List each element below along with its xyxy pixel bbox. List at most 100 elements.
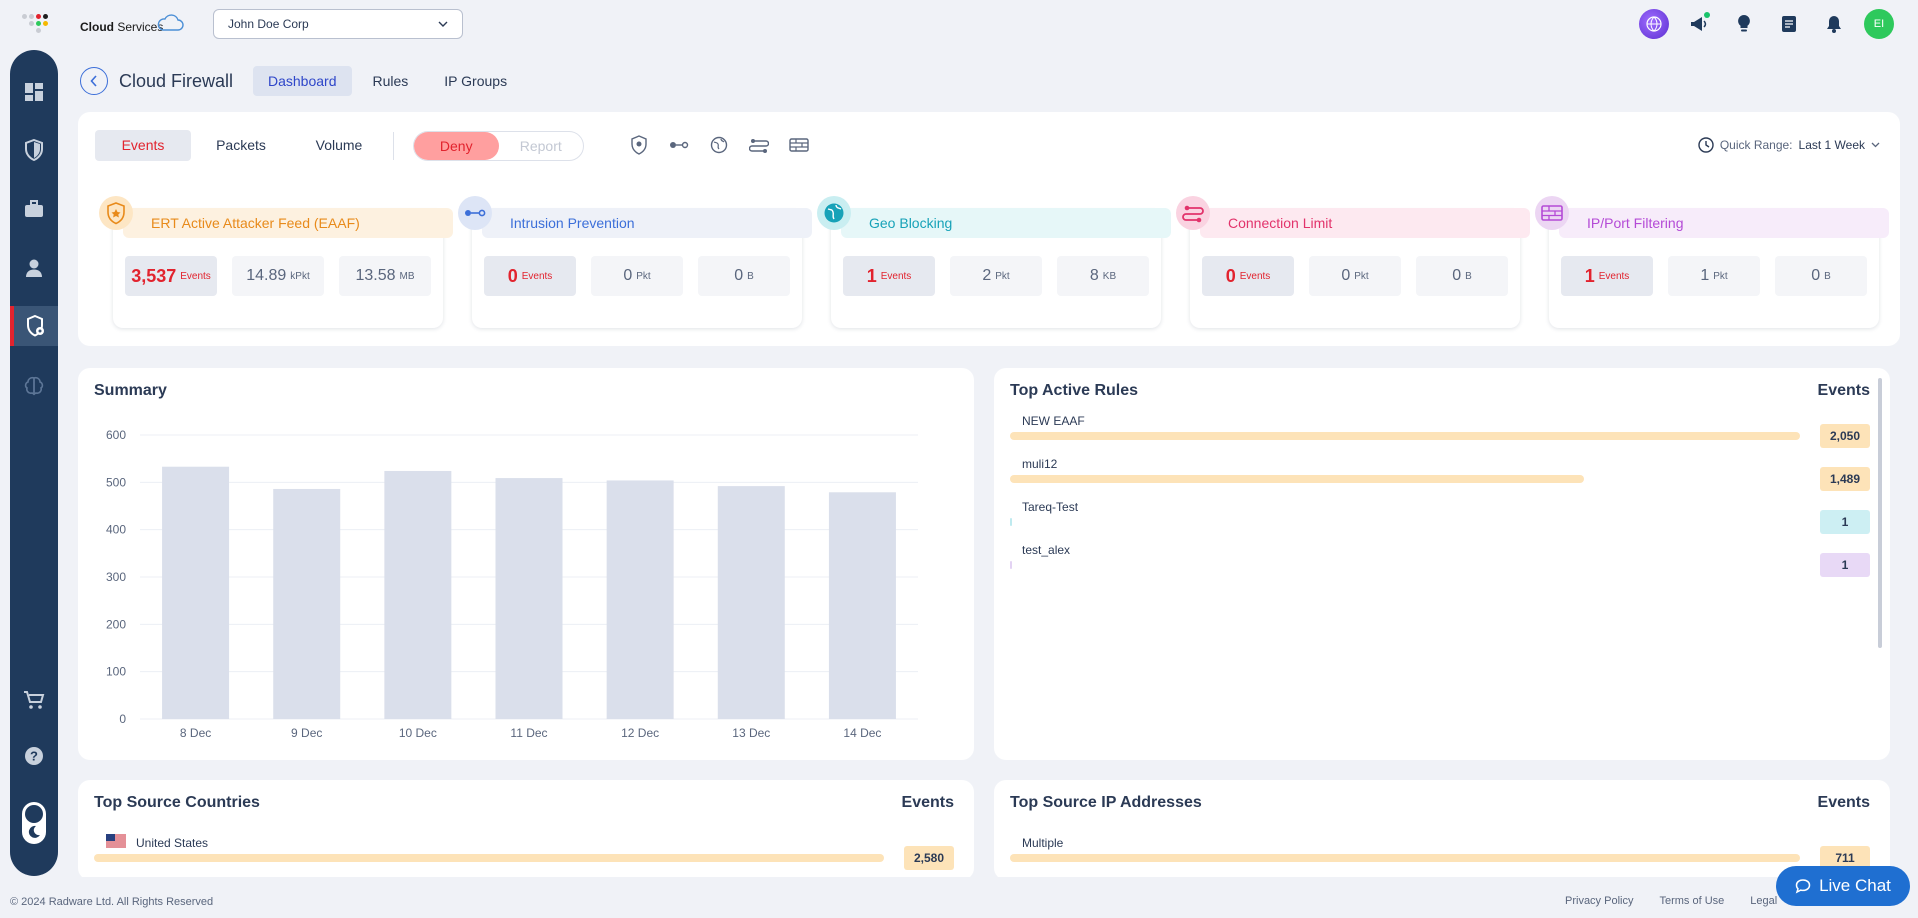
filter-geo-button[interactable] — [706, 132, 732, 158]
tab-dashboard[interactable]: Dashboard — [253, 66, 352, 96]
docs-button[interactable] — [1774, 9, 1804, 39]
toggle-knob — [25, 805, 43, 823]
bar-8-dec[interactable] — [162, 466, 230, 719]
stat-card-title: Geo Blocking — [869, 215, 953, 231]
dashboard-icon — [25, 83, 43, 101]
rule-bar-track — [1010, 432, 1800, 440]
y-tick-label: 200 — [106, 617, 126, 631]
rule-bar-track — [1010, 518, 1800, 526]
lightbulb-icon — [1738, 15, 1750, 32]
us-flag-icon — [106, 834, 126, 848]
table-row[interactable]: muli12 1,489 — [1010, 457, 1870, 499]
back-button[interactable] — [80, 67, 108, 95]
shield-gear-icon — [27, 315, 44, 337]
x-tick-label: 10 Dec — [399, 726, 437, 740]
stat-card-geo-blocking[interactable]: Geo Blocking 1 Events 2 Pkt 8 KB — [817, 196, 1171, 328]
sidebar-item-help[interactable]: ? — [10, 736, 58, 776]
moon-icon — [28, 825, 40, 838]
announcements-button[interactable] — [1684, 9, 1714, 39]
stat-card-header: Intrusion Prevention — [482, 208, 812, 238]
user-menu-button[interactable]: EI — [1864, 9, 1894, 39]
country-count: 2,580 — [904, 846, 954, 870]
live-chat-button[interactable]: Live Chat — [1776, 866, 1910, 906]
country-name: United States — [136, 836, 209, 850]
stat-card-header: Connection Limit — [1200, 208, 1530, 238]
top-rules-scrollbar[interactable] — [1878, 378, 1882, 648]
sidebar-item-security[interactable] — [10, 130, 58, 170]
sidebar-item-cart[interactable] — [10, 680, 58, 720]
filter-connection-limit-button[interactable] — [746, 132, 772, 158]
y-tick-label: 300 — [106, 570, 126, 584]
brand-logo-icon[interactable] — [22, 14, 48, 34]
rule-bar — [1010, 475, 1584, 483]
bell-icon — [1827, 16, 1841, 33]
y-tick-label: 500 — [106, 475, 126, 489]
filter-ip-port-button[interactable] — [786, 132, 812, 158]
terms-link[interactable]: Terms of Use — [1659, 895, 1725, 907]
rule-count: 2,050 — [1820, 424, 1870, 448]
sidebar-item-cloud-firewall[interactable] — [10, 306, 58, 346]
sidebar-item-ai[interactable] — [10, 366, 58, 406]
bar-13-dec[interactable] — [717, 486, 785, 719]
quick-range[interactable]: Quick Range: Last 1 Week — [1698, 137, 1880, 153]
theme-toggle[interactable] — [22, 802, 46, 844]
stat-events: 1 Events — [843, 256, 935, 296]
deny-report-toggle: Deny Report — [413, 131, 584, 161]
country-bar — [94, 854, 884, 862]
clock-icon — [1698, 137, 1714, 153]
tab-ip-groups[interactable]: IP Groups — [444, 73, 508, 89]
legal-link[interactable]: Legal — [1750, 895, 1778, 907]
table-row[interactable]: NEW EAAF 2,050 — [1010, 414, 1870, 456]
list-item[interactable]: United States 2,580 — [94, 834, 954, 878]
filter-intrusion-button[interactable] — [666, 132, 692, 158]
stat-card-eaaf[interactable]: ERT Active Attacker Feed (EAAF) 3,537 Eve… — [99, 196, 453, 328]
rule-bar-track — [1010, 561, 1800, 569]
top-bar: Cloud Services John Doe Corp EI — [0, 0, 1918, 48]
privacy-link[interactable]: Privacy Policy — [1565, 895, 1634, 907]
stat-card-title: Connection Limit — [1228, 215, 1333, 231]
metric-tab-packets[interactable]: Packets — [216, 137, 266, 153]
deny-button[interactable]: Deny — [414, 132, 499, 160]
toolbar-divider — [393, 132, 394, 160]
globe-icon — [1639, 9, 1669, 39]
report-button[interactable]: Report — [519, 138, 562, 154]
top-rules-col-label: Events — [1817, 382, 1870, 399]
rule-bar-track — [1010, 475, 1800, 483]
sliders-icon — [1176, 196, 1210, 230]
bar-9-dec[interactable] — [273, 488, 341, 719]
tips-button[interactable] — [1729, 9, 1759, 39]
connection-icon — [458, 196, 492, 230]
notifications-button[interactable] — [1819, 9, 1849, 39]
x-tick-label: 11 Dec — [510, 726, 547, 740]
y-tick-label: 100 — [106, 665, 126, 679]
rule-name: test_alex — [1022, 543, 1071, 557]
sidebar-item-dashboard[interactable] — [10, 72, 58, 112]
metric-tab-volume[interactable]: Volume — [315, 137, 363, 153]
eaaf-shield-icon — [99, 196, 133, 230]
globe-button[interactable] — [1639, 9, 1669, 39]
sidebar-item-users[interactable] — [10, 248, 58, 288]
metric-tab-events[interactable]: Events — [95, 130, 191, 161]
bar-11-dec[interactable] — [495, 478, 563, 719]
list-item[interactable]: Multiple 711 — [1010, 836, 1870, 878]
bar-10-dec[interactable] — [384, 470, 452, 719]
footer-copyright: © 2024 Radware Ltd. All Rights Reserved — [10, 896, 214, 908]
summary-title: Summary — [94, 382, 167, 399]
filter-eaaf-button[interactable] — [626, 132, 652, 158]
footer-links: Privacy Policy Terms of Use Legal — [1565, 895, 1777, 907]
table-row[interactable]: test_alex 1 — [1010, 543, 1870, 585]
sidebar-item-services[interactable] — [10, 189, 58, 229]
top-ips-panel: Top Source IP Addresses Events Multiple … — [994, 780, 1890, 880]
tab-rules[interactable]: Rules — [372, 73, 409, 89]
account-select[interactable]: John Doe Corp — [213, 9, 463, 39]
table-row[interactable]: Tareq-Test 1 — [1010, 500, 1870, 542]
bar-12-dec[interactable] — [606, 480, 674, 719]
y-tick-label: 400 — [106, 523, 126, 537]
bar-14-dec[interactable] — [828, 492, 896, 719]
